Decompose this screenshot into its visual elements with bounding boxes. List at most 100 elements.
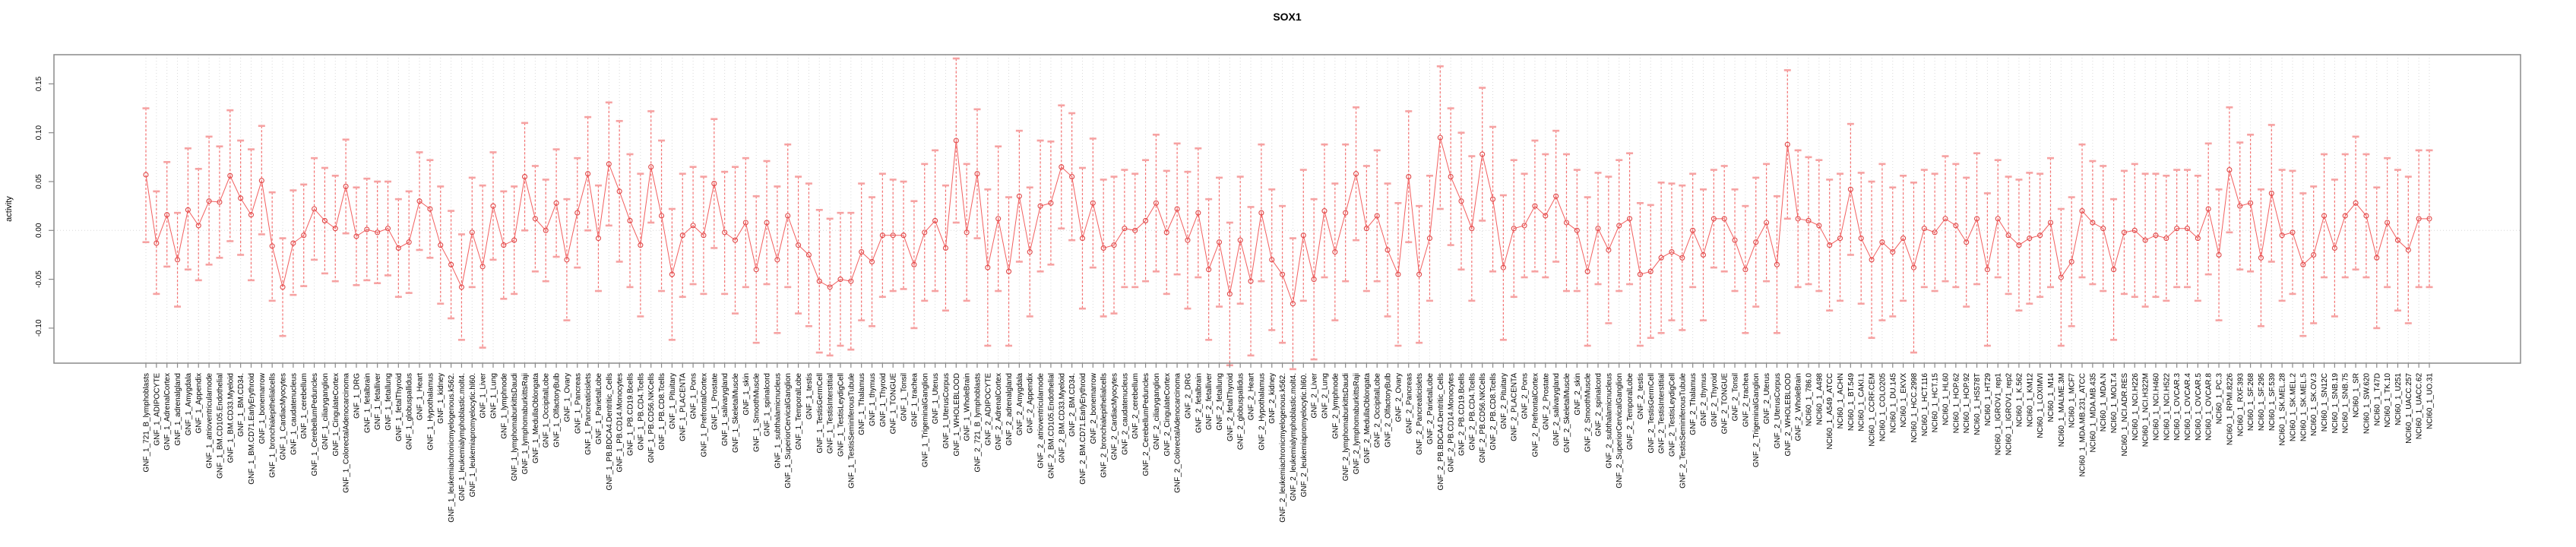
data-point xyxy=(511,237,517,243)
data-point xyxy=(543,227,549,233)
data-point xyxy=(2268,190,2274,196)
x-tick-label: NCI60_1_DU.145 xyxy=(1889,373,1897,433)
x-tick-label: GNF_2_kidney xyxy=(1268,373,1277,424)
data-point xyxy=(2005,232,2011,239)
data-point xyxy=(332,226,338,232)
data-point xyxy=(448,261,454,267)
x-tick-label: NCI60_1_UACC.62 xyxy=(2416,373,2424,440)
x-tick-label: GNF_2_ParietalLobe xyxy=(1426,373,1435,444)
x-tick-label: GNF_1_WholeBrain xyxy=(964,373,972,441)
data-point xyxy=(2100,226,2106,232)
x-tick-label: GNF_1_Thalamus xyxy=(858,373,866,435)
x-tick-label: GNF_2_Thyroid xyxy=(1710,373,1719,427)
data-point xyxy=(1100,245,1106,251)
data-point xyxy=(564,257,570,263)
x-tick-label: GNF_1_adrenalgland xyxy=(174,373,182,446)
plot-border xyxy=(53,54,2521,364)
x-tick-label: GNF_1_Pituitary xyxy=(669,373,677,429)
data-point xyxy=(1932,229,1938,236)
data-point xyxy=(827,284,833,290)
data-point xyxy=(2153,232,2159,239)
x-tick-label: NCI60_1_A549_ATCC xyxy=(1826,373,1834,449)
data-point xyxy=(764,220,770,226)
x-tick-label: GNF_2_OlfactoryBulb xyxy=(1385,373,1393,447)
x-tick-label: GNF_1_TestisInterstitial xyxy=(827,373,835,454)
x-tick-label: GNF_1_PB.CD14.Monocytes xyxy=(616,373,625,473)
data-point xyxy=(805,251,812,258)
data-point xyxy=(1606,247,1612,253)
x-tick-label: GNF_1_globuspallidus xyxy=(406,373,414,450)
x-tick-label: GNF_1_PB.BDCA4.Dentritic_Cells xyxy=(606,373,614,491)
x-tick-label: GNF_2_CingulateCortex xyxy=(1163,373,1172,457)
x-tick-label: NCI60_1_NCI.H322M xyxy=(2142,373,2150,447)
y-tick-label: 0.00 xyxy=(35,223,43,238)
x-tick-label: NCI60_1_K.562 xyxy=(2015,373,2024,428)
data-point xyxy=(1647,268,1654,274)
x-tick-label: GNF_1_fetallung xyxy=(385,373,393,431)
x-tick-label: GNF_2_leukemiapromyelocytic.hl60. xyxy=(1300,373,1309,497)
x-tick-label: NCI60_1_ACHN xyxy=(1837,373,1845,428)
x-tick-label: GNF_1_fetalliver xyxy=(374,372,382,430)
data-point xyxy=(1637,271,1643,277)
x-tick-label: GNF_1_Prostate xyxy=(710,373,719,430)
x-tick-label: GNF_2_Pons xyxy=(1521,373,1530,419)
x-tick-label: GNF_2_CerebellumPeduncles xyxy=(1142,373,1150,476)
data-point xyxy=(1226,291,1233,297)
x-tick-label: GNF_2_PB.CD8.Tcells xyxy=(1489,373,1498,451)
data-point xyxy=(964,229,970,236)
data-point xyxy=(606,161,612,167)
x-tick-label: NCI60_1_SNB.19 xyxy=(2331,373,2340,434)
data-point xyxy=(153,240,160,246)
x-tick-label: NCI60_1_NCI.ADR.RES xyxy=(2121,373,2129,457)
data-point xyxy=(1300,232,1306,239)
x-tick-label: GNF_1_BM.CD33.Myeloid xyxy=(226,373,235,463)
data-point xyxy=(890,232,896,239)
data-point xyxy=(1995,216,2001,222)
x-tick-label: NCI60_1_HCC.2998 xyxy=(1910,373,1919,443)
x-tick-label: GNF_1_testis xyxy=(805,373,814,419)
data-point xyxy=(469,229,475,236)
data-point xyxy=(2131,227,2138,233)
x-tick-label: GNF_2_AdrenalCortex xyxy=(995,373,1003,451)
x-tick-label: GNF_1_trachea xyxy=(910,373,919,428)
x-tick-label: GNF_2_ADIPOCYTE xyxy=(984,373,992,446)
data-point xyxy=(1016,193,1022,199)
data-point xyxy=(837,277,843,283)
x-tick-label: GNF_2_spinalcord xyxy=(1595,373,1603,436)
x-tick-label: GNF_2_Liver xyxy=(1311,372,1319,418)
data-point xyxy=(742,220,748,226)
data-point xyxy=(2226,167,2233,173)
x-tick-label: GNF_2_SkeletalMuscle xyxy=(1563,373,1571,453)
data-point xyxy=(1900,236,1907,242)
data-point xyxy=(1543,213,1549,219)
x-tick-label: GNF_1_AdrenalCortex xyxy=(163,373,172,451)
data-point xyxy=(1837,236,1843,242)
x-tick-label: GNF_2_ColorectalAdenocarcinoma xyxy=(1174,373,1182,493)
data-point xyxy=(2385,220,2391,226)
x-tick-label: NCI60_1_CAKI.1 xyxy=(1858,373,1866,432)
data-point xyxy=(1385,247,1391,253)
axis-layer: GNF_1_721_B_lymphoblasts GNF_1_ADIPOCYTE G… xyxy=(35,76,2435,523)
data-point xyxy=(669,271,675,277)
data-point xyxy=(1964,239,1970,245)
data-point xyxy=(1027,249,1033,255)
x-tick-label: GNF_1_caudatenucleus xyxy=(290,373,298,455)
x-tick-label: NCI60_1_MOLT.4 xyxy=(2110,373,2119,434)
data-point xyxy=(1816,223,1822,229)
data-point xyxy=(427,206,433,212)
x-tick-label: GNF_2_lymphnode xyxy=(1331,373,1340,439)
x-tick-label: GNF_2_fetalThyroid xyxy=(1226,373,1235,441)
data-point xyxy=(1048,200,1054,206)
x-tick-label: NCI60_1_HCT.116 xyxy=(1921,373,1929,437)
data-point xyxy=(1489,196,1496,202)
data-point xyxy=(1784,141,1790,147)
x-tick-label: GNF_1_SkeletalMuscle xyxy=(732,373,740,453)
x-tick-label: NCI60_1_SK.MEL.2 xyxy=(2289,373,2297,441)
x-tick-label: GNF_1_kidney xyxy=(437,373,445,424)
x-tick-label: GNF_2_lymphomaburkittsRaji xyxy=(1353,373,1361,474)
data-point xyxy=(1290,301,1296,307)
x-tick-label: GNF_2_thymus xyxy=(1700,373,1708,426)
x-tick-label: GNF_1_SmoothMuscle xyxy=(753,373,761,452)
data-point xyxy=(616,188,622,194)
